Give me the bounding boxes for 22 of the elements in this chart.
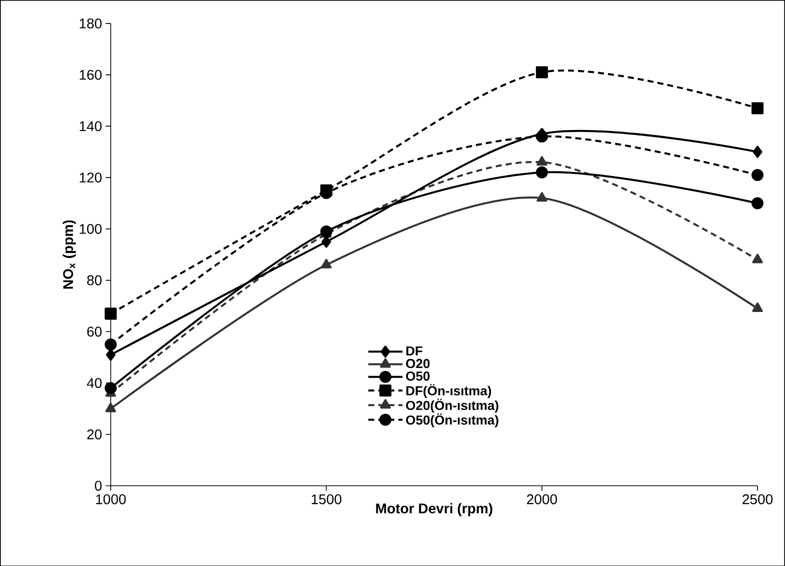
y-tick-label: 180 — [80, 18, 102, 28]
y-tick-label: 100 — [80, 224, 102, 234]
y-tick-label: 80 — [87, 275, 102, 286]
x-tick-label: 1000 — [96, 494, 126, 504]
legend-label: O50 — [406, 371, 430, 381]
x-tick-label: 1500 — [312, 494, 342, 504]
y-tick-label: 140 — [80, 121, 102, 131]
legend-label: O50(Ön-ısıtma) — [406, 413, 498, 428]
y-tick-label: 40 — [86, 378, 102, 388]
y-tick-label: 120 — [80, 172, 102, 182]
y-axis-title: NO$_{x}$ (ppm) — [62, 220, 76, 288]
legend-label: O20(Ön-ısıtma) — [406, 398, 498, 412]
x-tick-label: 2500 — [742, 494, 773, 504]
legend-label: O20 — [406, 358, 430, 368]
x-axis-title: Motor Devri (rpm) — [376, 502, 492, 516]
y-tick-label: 60 — [87, 326, 102, 336]
legend-label: DF(Ön-ısıtma) — [406, 384, 492, 398]
y-tick-label: 160 — [80, 70, 102, 80]
y-tick-label: 20 — [87, 429, 102, 440]
x-tick-label: 2000 — [527, 494, 557, 504]
y-tick-label: 0 — [94, 480, 102, 491]
legend-label: DF — [406, 346, 422, 356]
